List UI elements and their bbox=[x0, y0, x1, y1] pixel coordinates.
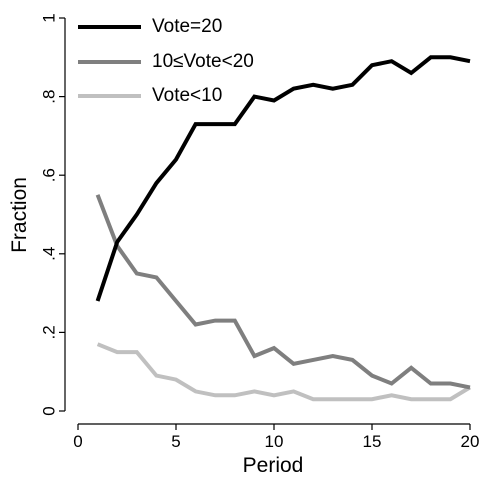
y-tick-label: .8 bbox=[39, 90, 58, 104]
legend-item-1: Vote=20 bbox=[78, 16, 222, 37]
legend-label: 10≤Vote<20 bbox=[152, 51, 254, 72]
y-tick-label: .4 bbox=[39, 247, 58, 261]
series-3-line bbox=[96, 342, 472, 402]
x-tick-label: 0 bbox=[73, 432, 82, 451]
y-tick-label: 0 bbox=[39, 406, 58, 415]
legend-label: Vote=20 bbox=[152, 16, 222, 37]
y-tick-label: 1 bbox=[39, 13, 58, 22]
y-tick-label: .6 bbox=[39, 168, 58, 182]
legend-item-2: 10≤Vote<20 bbox=[78, 51, 254, 72]
y-tick-label: .2 bbox=[39, 325, 58, 339]
legend-label: Vote<10 bbox=[152, 85, 222, 106]
series-2-line bbox=[95, 194, 471, 390]
x-tick-label: 15 bbox=[363, 432, 382, 451]
legend-item-3: Vote<10 bbox=[78, 85, 222, 106]
y-axis-label: Fraction bbox=[8, 177, 31, 253]
series-layer bbox=[95, 55, 472, 402]
axes: 0.2.4.6.810 5 10 15 20 bbox=[39, 13, 479, 451]
x-tick-label: 20 bbox=[461, 432, 480, 451]
x-tick-label: 5 bbox=[171, 432, 180, 451]
legend: Vote=20 10≤Vote<20 Vote<10 bbox=[78, 16, 254, 106]
x-axis-label: Period bbox=[243, 454, 304, 477]
series-1-line bbox=[95, 55, 471, 302]
x-tick-label: 10 bbox=[265, 432, 284, 451]
